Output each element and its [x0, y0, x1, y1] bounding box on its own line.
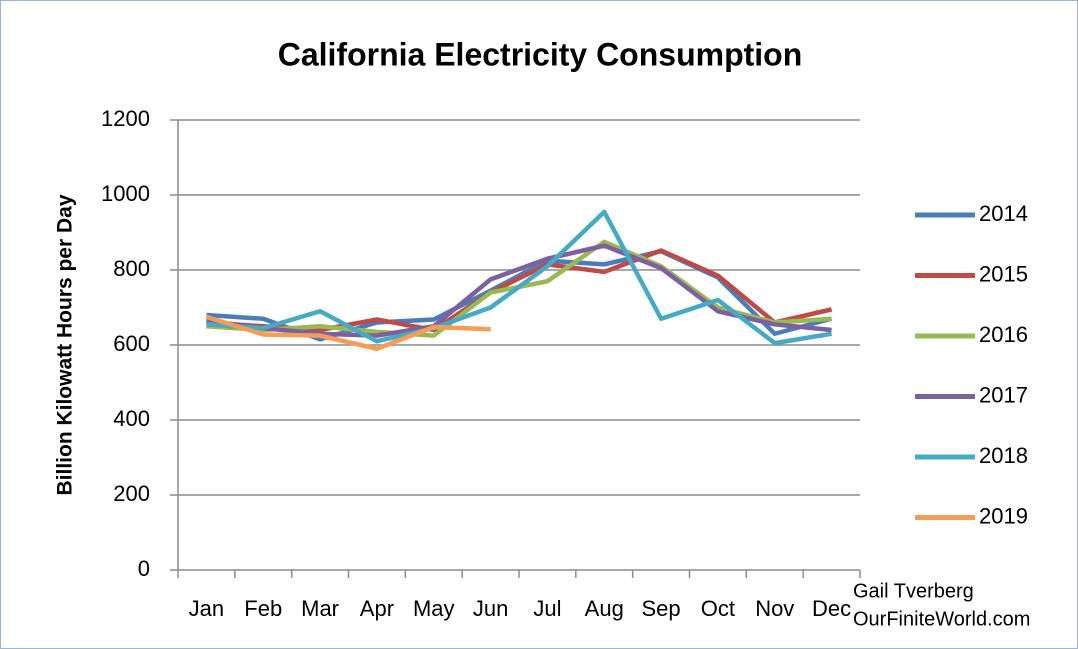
x-tick-label: Mar: [301, 596, 339, 621]
chart-title: California Electricity Consumption: [278, 36, 803, 72]
y-tick-label: 400: [113, 406, 150, 431]
annotation: Gail Tverberg: [853, 580, 974, 602]
x-tick-label: Nov: [755, 596, 794, 621]
legend-label: 2019: [979, 503, 1028, 528]
y-tick-label: 200: [113, 481, 150, 506]
x-tick-label: May: [413, 596, 455, 621]
legend-label: 2015: [979, 261, 1028, 286]
series-line: [206, 248, 833, 333]
annotation: OurFiniteWorld.com: [853, 608, 1030, 630]
x-tick-label: Oct: [701, 596, 735, 621]
legend-label: 2016: [979, 322, 1028, 347]
y-tick-label: 1000: [101, 181, 150, 206]
y-axis-label: Billion Kilowatt Hours per Day: [54, 194, 77, 495]
x-tick-label: Sep: [642, 596, 681, 621]
legend-label: 2014: [979, 201, 1028, 226]
x-tick-label: Feb: [244, 596, 282, 621]
x-tick-label: Apr: [360, 596, 394, 621]
series-line: [206, 243, 832, 338]
legend-label: 2018: [979, 443, 1028, 468]
series-line: [205, 314, 491, 351]
y-tick-label: 0: [138, 556, 150, 581]
x-tick-label: Jul: [533, 596, 561, 621]
y-tick-label: 1200: [101, 106, 150, 131]
y-tick-label: 600: [113, 331, 150, 356]
legend-label: 2017: [979, 382, 1028, 407]
x-tick-label: Dec: [812, 596, 851, 621]
x-tick-label: Jan: [189, 596, 224, 621]
series-line: [206, 209, 832, 346]
x-tick-label: Jun: [473, 596, 508, 621]
y-tick-label: 800: [113, 256, 150, 281]
x-tick-label: Aug: [585, 596, 624, 621]
